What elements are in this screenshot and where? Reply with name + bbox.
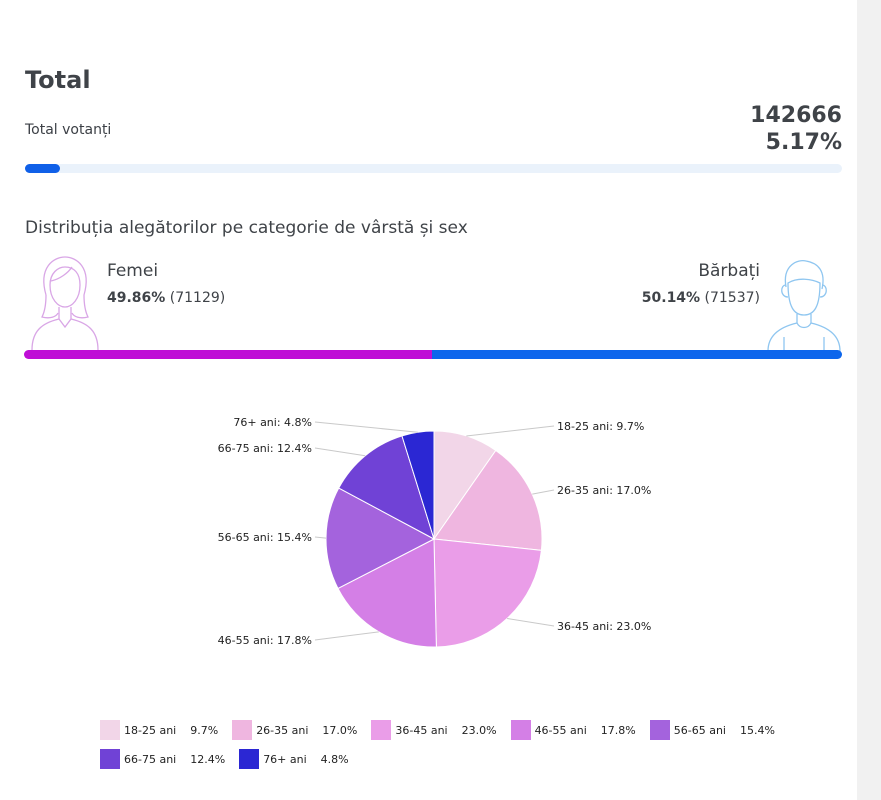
legend-swatch [649,720,670,740]
right-panel-strip [857,0,881,800]
legend-label: 26-35 ani [256,723,309,737]
female-label: Femei [107,261,159,281]
pie-connector-line [507,617,555,627]
legend-item[interactable]: 36-45 ani 23.0% [371,720,497,740]
legend-item[interactable]: 66-75 ani 12.4% [100,749,225,769]
legend-item[interactable]: 18-25 ani 9.7% [100,720,218,740]
pie-connector-line [314,447,366,457]
legend-swatch [510,720,531,740]
female-percent: 49.86% [107,290,166,306]
legend-value: 15.4% [739,723,775,737]
pie-data-label: 26-35 ani: 17.0% [557,484,651,497]
male-stats: 50.14% (71537) [642,290,760,306]
legend-swatch [371,720,392,740]
pie-slice-36-45-ani[interactable] [433,538,542,648]
pie-connector-line [314,631,379,641]
woman-icon [31,256,99,351]
gender-bar-female [24,350,432,359]
total-voters-summary: 142666 5.17% [750,102,842,156]
page-title: Total [25,66,91,94]
male-count: (71537) [704,290,760,306]
legend-value: 9.7% [190,723,219,737]
legend-label: 66-75 ani [124,752,177,766]
legend-value: 12.4% [190,752,226,766]
pie-data-label: 76+ ani: 4.8% [233,416,312,429]
legend-label: 76+ ani [263,752,307,766]
male-label: Bărbați [698,261,760,281]
legend-item[interactable]: 56-65 ani 15.4% [649,720,775,740]
pie-data-label: 46-55 ani: 17.8% [218,634,312,647]
turnout-progress-fill [25,164,61,173]
pie-connector-line [314,421,418,433]
chart-legend: 18-25 ani 9.7% 26-35 ani 17.0% 36-45 ani 23.0… [100,720,800,778]
legend-label: 36-45 ani [395,723,448,737]
pie-connector-line [532,489,555,495]
legend-swatch [232,720,253,740]
pie-connector-line [314,536,327,539]
distribution-title: Distribuția alegătorilor pe categorie de… [25,218,468,238]
pie-slice-56-65-ani[interactable] [325,487,436,590]
turnout-progress-bar [25,164,842,173]
age-pie-chart: 18-25 ani: 9.7% 26-35 ani: 17.0% 36-45 ani… [218,416,651,648]
pie-slice-76-ani[interactable] [401,430,435,540]
legend-value: 17.0% [322,723,358,737]
legend-swatch [239,749,260,769]
legend-label: 18-25 ani [124,723,177,737]
legend-item[interactable]: 76+ ani 4.8% [239,749,349,769]
legend-value: 17.8% [600,723,636,737]
legend-item[interactable]: 26-35 ani 17.0% [232,720,357,740]
pie-data-label: 56-65 ani: 15.4% [218,531,312,544]
male-percent: 50.14% [641,290,701,306]
total-voters-count: 142666 [750,103,842,128]
pie-data-label: 18-25 ani: 9.7% [557,420,644,433]
female-count: (71129) [169,290,226,306]
female-stats: 49.86% (71129) [107,290,225,306]
gender-bar-male [431,350,842,359]
legend-label: 56-65 ani [673,723,726,737]
total-voters-label: Total votanți [25,122,112,138]
legend-swatch [100,720,120,740]
gender-split-bar [24,350,842,359]
legend-item[interactable]: 46-55 ani 17.8% [510,720,636,740]
man-icon [767,259,841,352]
legend-value: 4.8% [320,752,349,766]
legend-swatch [100,749,120,769]
pie-data-label: 66-75 ani: 12.4% [218,442,312,455]
pie-data-label: 36-45 ani: 23.0% [557,620,651,633]
legend-value: 23.0% [461,723,497,737]
turnout-percent: 5.17% [765,130,842,155]
pie-connector-line [466,425,555,437]
legend-label: 46-55 ani [534,723,587,737]
